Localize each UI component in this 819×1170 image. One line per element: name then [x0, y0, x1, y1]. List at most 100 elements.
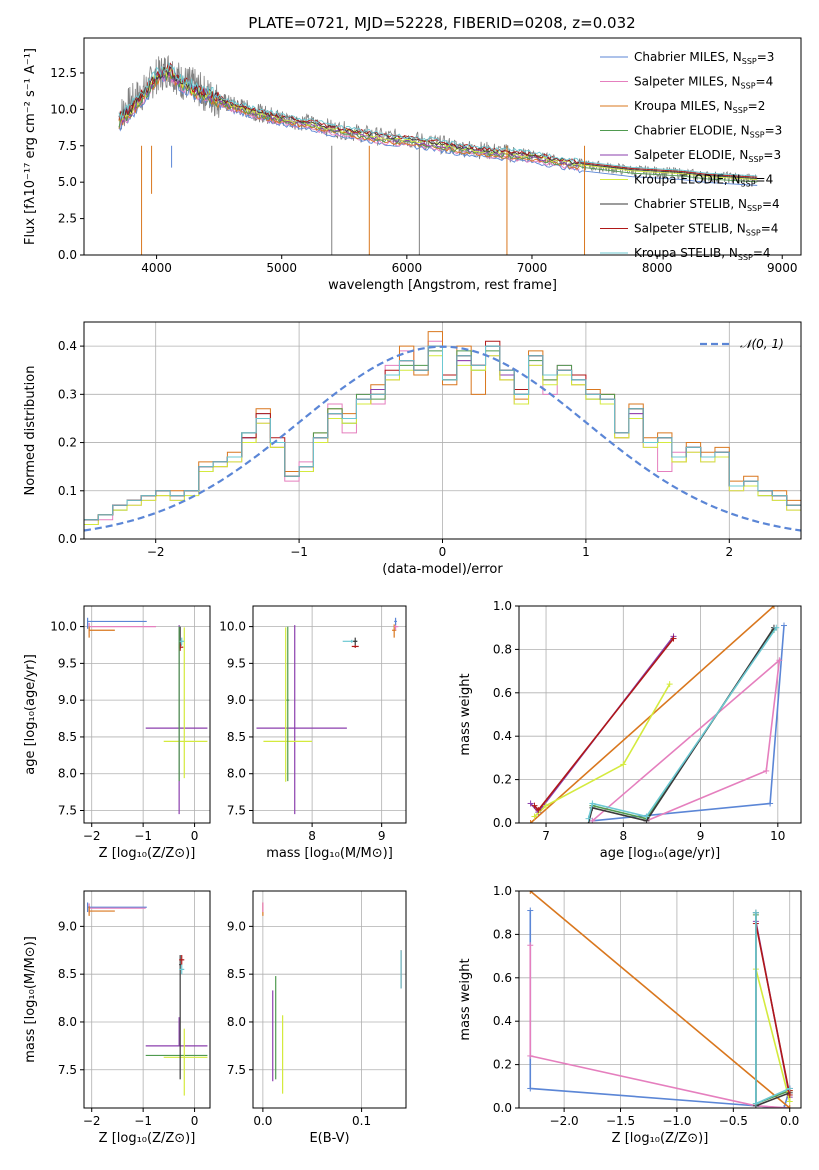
y-tick-label: 5.0	[58, 175, 77, 189]
legend-label: Chabrier ELODIE, NSSP=3	[634, 124, 782, 140]
legend-label-sub: SSP	[733, 106, 748, 115]
plot-area	[86, 902, 208, 1096]
legend-label-suffix: =4	[753, 246, 771, 260]
y-tick-label: 7.5	[58, 1063, 77, 1077]
x-tick-label: −1.0	[662, 1114, 691, 1128]
y-tick-label: 0.2	[58, 436, 77, 450]
legend-label: Chabrier MILES, NSSP=3	[634, 50, 774, 66]
legend-label-main: Salpeter STELIB, N	[634, 222, 746, 236]
y-tick-label: 9.5	[58, 656, 77, 670]
y-axis-label: mass [log₁₀(M/M⊙)]	[23, 936, 38, 1063]
y-tick-label: 0.8	[493, 642, 512, 656]
x-tick-label: 8	[619, 829, 627, 843]
x-tick-label: −0.5	[719, 1114, 748, 1128]
y-tick-label: 0.0	[493, 816, 512, 830]
axes-frame	[518, 605, 802, 824]
legend-label-sub: SSP	[747, 204, 762, 213]
legend-label-sub: SSP	[741, 180, 756, 189]
y-axis-label: Flux [fλ10⁻¹⁷ erg cm⁻² s⁻¹ A⁻¹]	[23, 48, 38, 245]
y-tick-label: 9.5	[227, 656, 246, 670]
y-tick-label: 8.0	[58, 1015, 77, 1029]
legend-label-suffix: =3	[765, 124, 783, 138]
y-tick-label: 0.6	[493, 686, 512, 700]
weight-line-kroupa-stelib	[587, 627, 777, 819]
x-tick-label: −1	[290, 545, 308, 559]
axes-frame	[83, 605, 211, 824]
x-axis-label: Z [log₁₀(Z/Z⊙)]	[612, 1131, 709, 1146]
model-spectrum-line	[118, 62, 758, 177]
legend-label-suffix: =4	[761, 222, 779, 236]
legend-label-main: Chabrier MILES, N	[634, 50, 742, 64]
y-tick-label: 0.3	[58, 387, 77, 401]
axes-frame	[83, 890, 211, 1109]
plot-area	[527, 606, 788, 823]
legend-label-suffix: =4	[756, 75, 774, 89]
legend-label-main: Salpeter ELODIE, N	[634, 148, 748, 162]
legend-label: 𝒩(0, 1)	[740, 337, 784, 351]
model-spectrum-line	[118, 62, 758, 178]
legend-label-suffix: =3	[757, 50, 775, 64]
legend-label: Chabrier STELIB, NSSP=4	[634, 197, 780, 213]
legend-label: Kroupa MILES, NSSP=2	[634, 99, 765, 115]
panel-mass-vs-ebv: 0.0 0.1 7.5 8.0 8.5 9.0 E(B-V)	[227, 890, 407, 1146]
y-tick-label: 0.4	[58, 339, 77, 353]
x-tick-label: 9000	[767, 261, 798, 275]
panel-weight-vs-age: 7 8 9 10 0.0 0.2 0.4 0.6 0.8 1.0 age [log₁₀(age/yr…	[458, 599, 802, 861]
y-tick-label: 9.0	[58, 919, 77, 933]
plot-area	[256, 617, 399, 815]
y-tick-label: 9.0	[58, 693, 77, 707]
x-axis-label: Z [log₁₀(Z/Z⊙)]	[99, 1131, 196, 1146]
figure-title: PLATE=0721, MJD=52228, FIBERID=0208, z=0…	[248, 14, 635, 32]
y-tick-label: 0.0	[493, 1101, 512, 1115]
y-tick-label: 2.5	[58, 212, 77, 226]
histogram-step-kroupa-stelib	[84, 345, 801, 521]
y-tick-label: 12.5	[50, 66, 77, 80]
plot-area	[118, 54, 758, 255]
x-tick-label: −2	[83, 1114, 101, 1128]
y-tick-label: 7.5	[58, 803, 77, 817]
x-axis-label: (data-model)/error	[382, 562, 503, 577]
legend-label: Kroupa STELIB, NSSP=4	[634, 246, 771, 262]
x-tick-label: −1	[134, 1114, 152, 1128]
legend-label: Salpeter MILES, NSSP=4	[634, 75, 773, 91]
axes-frame	[252, 890, 407, 1109]
legend-label-main: Salpeter MILES, N	[634, 75, 741, 89]
x-tick-label: 0	[439, 545, 447, 559]
panel-weight-vs-Z: −2.0 −1.5 −1.0 −0.5 0.0 0.0 0.2 0.4 0.6 0.8 1.0 Z […	[458, 884, 802, 1146]
x-tick-label: 0	[191, 829, 199, 843]
y-tick-label: 0.6	[493, 971, 512, 985]
y-tick-label: 7.5	[227, 1063, 246, 1077]
axes-frame	[252, 605, 407, 824]
x-tick-label: 0.0	[253, 1114, 272, 1128]
y-tick-label: 9.0	[227, 919, 246, 933]
y-tick-label: 8.0	[227, 767, 246, 781]
legend-label-sub: SSP	[738, 253, 753, 262]
y-axis-label: mass weight	[458, 958, 473, 1040]
y-tick-label: 7.5	[58, 139, 77, 153]
legend-label-main: Chabrier STELIB, N	[634, 197, 747, 211]
y-tick-label: 8.5	[58, 967, 77, 981]
y-tick-label: 8.5	[227, 730, 246, 744]
legend-label-main: Kroupa MILES, N	[634, 99, 733, 113]
x-tick-label: −1	[134, 829, 152, 843]
x-tick-label: 10	[770, 829, 785, 843]
y-tick-label: 10.0	[50, 620, 77, 634]
plot-area	[86, 617, 208, 815]
x-axis-label: Z [log₁₀(Z/Z⊙)]	[99, 846, 196, 861]
panel-mass-vs-Z: −2 −1 0 7.5 8.0 8.5 9.0 Z [log₁₀(Z/Z⊙)] mass [lo…	[23, 890, 211, 1146]
panel-age-vs-mass: 8 9 7.5 8.0 8.5 9.0 9.5 10.0 mass [log₁₀(M/M⊙)]	[219, 605, 407, 861]
legend-label-sub: SSP	[742, 57, 757, 66]
legend-label: Salpeter ELODIE, NSSP=3	[634, 148, 781, 164]
panel-residuals: 𝒩(0, 1) −2 −1 0 1 2 0.0 0.1 0.2 0.3 0.4 (data-model…	[23, 321, 802, 577]
y-tick-label: 9.0	[227, 693, 246, 707]
legend-label-main: Kroupa ELODIE, N	[634, 173, 741, 187]
legend-label: Kroupa ELODIE, NSSP=4	[634, 173, 773, 189]
x-tick-label: −1.5	[606, 1114, 635, 1128]
y-tick-label: 0.8	[493, 927, 512, 941]
x-tick-label: 6000	[392, 261, 423, 275]
y-tick-label: 10.0	[50, 102, 77, 116]
y-tick-label: 0.2	[493, 1058, 512, 1072]
legend-label: Salpeter STELIB, NSSP=4	[634, 222, 778, 238]
